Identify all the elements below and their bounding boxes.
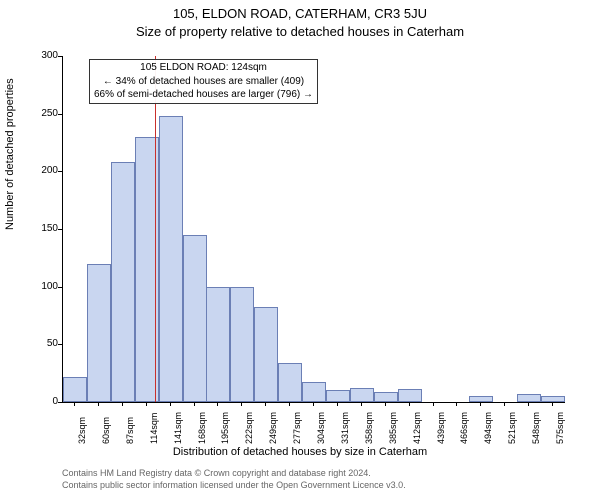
- annot-line1: 105 ELDON ROAD: 124sqm: [94, 61, 313, 75]
- x-tick-mark: [552, 402, 553, 406]
- x-tick-mark: [194, 402, 195, 406]
- y-tick-mark: [58, 114, 62, 115]
- histogram-bar: [541, 396, 565, 402]
- x-tick: 249sqm: [268, 412, 278, 444]
- y-tick-mark: [58, 287, 62, 288]
- y-tick: 200: [36, 165, 58, 176]
- address-title: 105, ELDON ROAD, CATERHAM, CR3 5JU: [0, 6, 600, 21]
- histogram-bar: [159, 116, 183, 402]
- x-tick-mark: [98, 402, 99, 406]
- histogram-bar: [302, 382, 326, 402]
- x-tick: 87sqm: [125, 417, 135, 444]
- credits: Contains HM Land Registry data © Crown c…: [62, 468, 406, 491]
- x-tick: 575sqm: [555, 412, 565, 444]
- y-tick: 250: [36, 108, 58, 119]
- annot-line2: ← 34% of detached houses are smaller (40…: [94, 75, 313, 89]
- histogram-bar: [254, 307, 278, 402]
- histogram-bar: [111, 162, 135, 402]
- x-tick: 114sqm: [149, 413, 159, 444]
- x-tick: 466sqm: [459, 412, 469, 444]
- y-tick: 100: [36, 281, 58, 292]
- x-tick: 32sqm: [77, 417, 87, 444]
- histogram-bar: [374, 392, 398, 402]
- x-tick-mark: [480, 402, 481, 406]
- histogram-bar: [278, 363, 302, 402]
- credit-line-1: Contains HM Land Registry data © Crown c…: [62, 468, 406, 480]
- histogram-bar: [87, 264, 111, 402]
- x-tick: 195sqm: [220, 412, 230, 444]
- x-tick: 548sqm: [531, 412, 541, 444]
- y-tick: 0: [36, 396, 58, 407]
- reference-line: [155, 56, 156, 402]
- y-tick-mark: [58, 344, 62, 345]
- annotation-box: 105 ELDON ROAD: 124sqm← 34% of detached …: [89, 59, 318, 104]
- subtitle: Size of property relative to detached ho…: [0, 24, 600, 39]
- x-tick: 222sqm: [244, 412, 254, 444]
- x-tick-mark: [409, 402, 410, 406]
- y-tick: 150: [36, 223, 58, 234]
- histogram-bar: [63, 377, 87, 402]
- x-tick-mark: [433, 402, 434, 406]
- x-tick: 439sqm: [436, 412, 446, 444]
- credit-line-2: Contains public sector information licen…: [62, 480, 406, 492]
- y-tick-mark: [58, 229, 62, 230]
- histogram-bar: [398, 389, 422, 402]
- y-tick: 300: [36, 50, 58, 61]
- histogram-bar: [517, 394, 541, 402]
- x-tick-mark: [289, 402, 290, 406]
- x-tick: 385sqm: [388, 412, 398, 444]
- x-tick-mark: [241, 402, 242, 406]
- x-tick-mark: [122, 402, 123, 406]
- x-tick: 521sqm: [507, 412, 517, 444]
- y-tick-mark: [58, 56, 62, 57]
- x-tick-mark: [146, 402, 147, 406]
- x-tick: 141sqm: [173, 412, 183, 444]
- histogram-bar: [206, 287, 230, 402]
- x-tick: 494sqm: [483, 412, 493, 444]
- histogram-bar: [326, 390, 350, 402]
- y-tick: 50: [36, 338, 58, 349]
- x-tick-mark: [361, 402, 362, 406]
- x-tick-mark: [313, 402, 314, 406]
- x-tick-mark: [265, 402, 266, 406]
- x-tick: 168sqm: [197, 412, 207, 444]
- x-tick-mark: [456, 402, 457, 406]
- x-tick: 60sqm: [101, 417, 111, 444]
- y-tick-mark: [58, 171, 62, 172]
- y-tick-mark: [58, 402, 62, 403]
- x-tick: 358sqm: [364, 412, 374, 444]
- histogram-bar: [469, 396, 493, 402]
- x-tick-mark: [217, 402, 218, 406]
- y-axis-label: Number of detached properties: [4, 78, 16, 230]
- x-tick-mark: [74, 402, 75, 406]
- x-tick-mark: [170, 402, 171, 406]
- x-tick: 412sqm: [412, 412, 422, 444]
- x-tick: 331sqm: [340, 412, 350, 444]
- annot-line3: 66% of semi-detached houses are larger (…: [94, 88, 313, 102]
- x-tick: 304sqm: [316, 412, 326, 444]
- x-tick-mark: [337, 402, 338, 406]
- x-axis-label: Distribution of detached houses by size …: [0, 446, 600, 458]
- x-tick-mark: [528, 402, 529, 406]
- x-tick-mark: [385, 402, 386, 406]
- x-tick-mark: [504, 402, 505, 406]
- histogram-bar: [230, 287, 254, 402]
- histogram-bar: [183, 235, 207, 402]
- chart-plot-area: 105 ELDON ROAD: 124sqm← 34% of detached …: [62, 56, 565, 403]
- x-tick: 277sqm: [292, 412, 302, 444]
- histogram-bar: [350, 388, 374, 402]
